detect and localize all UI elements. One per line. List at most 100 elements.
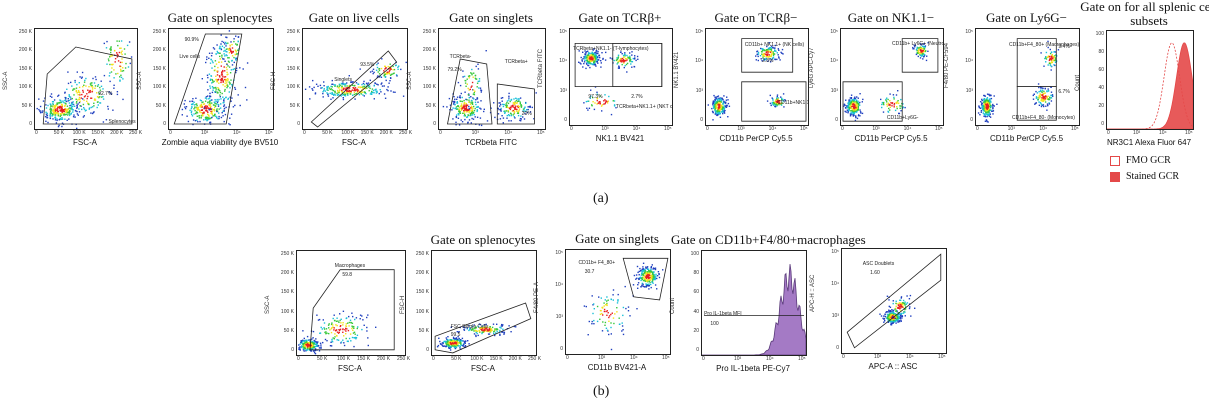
event-point bbox=[762, 48, 764, 51]
event-point bbox=[887, 102, 890, 104]
event-point bbox=[502, 324, 504, 326]
event-point bbox=[405, 61, 407, 64]
gate-annotation: 1.60 bbox=[870, 269, 880, 276]
event-point bbox=[1037, 83, 1040, 85]
y-tick-label: 100 bbox=[690, 251, 699, 257]
event-point bbox=[214, 69, 216, 71]
event-point bbox=[59, 107, 61, 109]
plot-area: ASC Doublets 1.60 bbox=[841, 248, 947, 354]
event-point bbox=[599, 95, 601, 97]
event-point bbox=[208, 104, 210, 106]
event-point bbox=[126, 44, 129, 47]
x-tick-label: 0 bbox=[439, 130, 442, 136]
event-point bbox=[642, 262, 645, 264]
y-tick-label: 0 bbox=[291, 347, 294, 353]
event-point bbox=[124, 67, 127, 69]
event-point bbox=[606, 304, 608, 307]
event-point bbox=[884, 313, 886, 315]
event-point bbox=[484, 329, 486, 331]
event-point bbox=[84, 79, 86, 82]
event-point bbox=[617, 56, 620, 58]
y-tick-label: 200 K bbox=[18, 47, 32, 54]
event-point bbox=[357, 89, 359, 91]
event-point bbox=[211, 79, 214, 82]
event-point bbox=[986, 106, 988, 108]
event-point bbox=[335, 329, 337, 331]
event-point bbox=[200, 117, 202, 119]
event-point bbox=[987, 105, 990, 108]
event-point bbox=[90, 106, 92, 109]
event-point bbox=[1053, 64, 1055, 66]
event-point bbox=[112, 109, 114, 111]
y-tick-label: 100 K bbox=[152, 84, 166, 91]
event-point bbox=[487, 329, 490, 332]
event-point bbox=[593, 61, 595, 64]
event-point bbox=[347, 329, 350, 332]
event-point bbox=[196, 112, 199, 114]
event-point bbox=[52, 113, 54, 115]
event-point bbox=[985, 109, 988, 111]
event-point bbox=[770, 53, 772, 55]
event-point bbox=[593, 308, 595, 310]
event-point bbox=[621, 325, 624, 327]
event-point bbox=[727, 116, 729, 118]
event-point bbox=[304, 348, 306, 350]
event-point bbox=[63, 112, 65, 115]
event-point bbox=[514, 107, 516, 109]
event-point bbox=[206, 119, 208, 121]
event-point bbox=[502, 103, 504, 106]
event-point bbox=[225, 80, 227, 82]
event-point bbox=[922, 46, 925, 48]
event-point bbox=[214, 60, 217, 62]
event-point bbox=[455, 115, 457, 118]
event-point bbox=[629, 315, 631, 317]
event-point bbox=[207, 114, 210, 116]
event-point bbox=[849, 113, 852, 115]
event-point bbox=[513, 98, 515, 100]
event-point bbox=[989, 98, 991, 100]
event-point bbox=[206, 56, 208, 58]
event-point bbox=[342, 328, 344, 330]
event-point bbox=[447, 339, 449, 341]
event-point bbox=[225, 45, 227, 47]
event-point bbox=[768, 54, 770, 56]
event-point bbox=[211, 108, 213, 110]
event-point bbox=[1046, 96, 1048, 98]
event-point bbox=[642, 270, 645, 272]
event-point bbox=[209, 107, 211, 109]
gate-annotation: 97.3% bbox=[588, 94, 603, 101]
event-point bbox=[339, 325, 341, 328]
event-point bbox=[78, 91, 81, 94]
event-point bbox=[499, 326, 501, 329]
event-point bbox=[988, 93, 990, 96]
x-tick-label: 10³ bbox=[1007, 126, 1015, 132]
y-axis-label: Ly6G APC-Cy7 bbox=[809, 47, 815, 88]
event-point bbox=[893, 98, 895, 100]
event-point bbox=[592, 53, 594, 56]
event-point bbox=[499, 334, 501, 336]
event-point bbox=[59, 115, 61, 118]
event-point bbox=[916, 50, 918, 52]
event-point bbox=[232, 68, 234, 71]
event-point bbox=[76, 110, 78, 113]
event-point bbox=[903, 311, 905, 313]
event-point bbox=[326, 340, 328, 342]
event-point bbox=[906, 302, 909, 304]
event-point bbox=[646, 279, 649, 281]
gate-annotation: 20% bbox=[521, 111, 532, 117]
event-point bbox=[887, 311, 889, 313]
event-point bbox=[895, 310, 897, 312]
event-point bbox=[888, 317, 890, 320]
event-point bbox=[81, 108, 83, 111]
event-point bbox=[66, 110, 68, 112]
event-point bbox=[761, 60, 763, 62]
event-point bbox=[855, 105, 857, 107]
x-tick-label: 10³ bbox=[1133, 130, 1141, 136]
event-point bbox=[507, 102, 510, 105]
event-point bbox=[315, 338, 317, 340]
y-tick-label: 20 bbox=[1098, 103, 1104, 109]
event-point bbox=[721, 108, 723, 111]
event-point bbox=[888, 309, 890, 311]
event-point bbox=[237, 40, 239, 42]
event-point bbox=[853, 111, 856, 114]
